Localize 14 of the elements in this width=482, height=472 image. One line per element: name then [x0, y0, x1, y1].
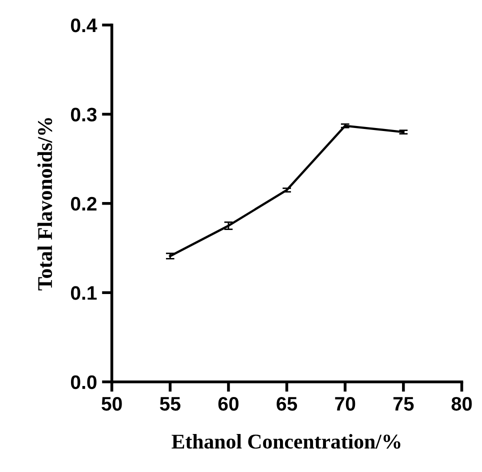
x-axis-title: Ethanol Concentration/% [172, 434, 400, 449]
y-tick-label: 0.4 [70, 18, 98, 32]
x-tick-label: 50 [102, 396, 122, 411]
y-tick-label: 0.0 [70, 375, 96, 390]
y-tick-label: 0.2 [70, 196, 96, 211]
x-tick-label: 75 [393, 397, 414, 411]
y-tick-label: 0.3 [70, 108, 97, 122]
y-tick-label: 0.1 [70, 286, 97, 300]
x-tick-label: 70 [335, 396, 356, 411]
x-tick-label: 65 [276, 396, 298, 411]
y-axis-title: Total Flavonoids/% [37, 118, 52, 290]
x-tick-label: 55 [160, 397, 180, 411]
x-tick-label: 60 [218, 396, 238, 411]
x-tick-label: 80 [452, 396, 472, 411]
